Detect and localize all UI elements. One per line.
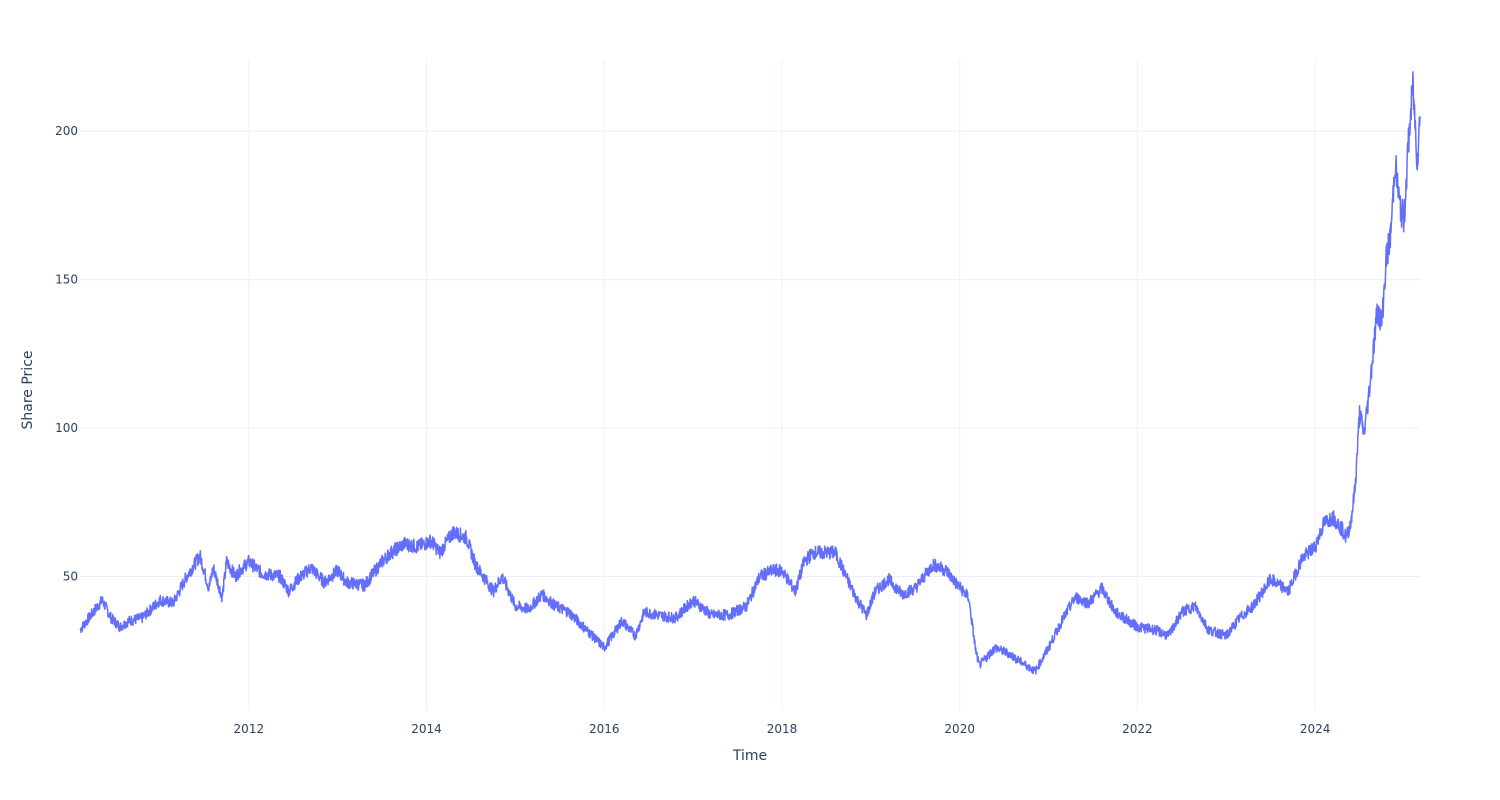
y-tick-label: 50 bbox=[63, 569, 78, 583]
y-tick-label: 100 bbox=[55, 421, 78, 435]
x-gridlines bbox=[248, 60, 1316, 710]
y-axis-title: Share Price bbox=[20, 350, 36, 429]
x-tick-label: 2012 bbox=[234, 722, 265, 736]
x-tick-label: 2018 bbox=[767, 722, 798, 736]
x-tick-label: 2014 bbox=[411, 722, 442, 736]
plot-area bbox=[79, 71, 1421, 675]
x-tick-label: 2022 bbox=[1122, 722, 1153, 736]
x-axis-title: Time bbox=[732, 748, 767, 764]
y-axis-ticks: 50 100 150 200 bbox=[55, 124, 78, 583]
x-tick-label: 2016 bbox=[589, 722, 620, 736]
x-tick-label: 2024 bbox=[1300, 722, 1331, 736]
y-tick-label: 150 bbox=[55, 273, 78, 287]
y-gridlines bbox=[80, 130, 1420, 577]
x-tick-label: 2020 bbox=[944, 722, 975, 736]
x-axis-ticks: 2012 2014 2016 2018 2020 2022 2024 bbox=[234, 722, 1331, 736]
price-series-line bbox=[79, 71, 1421, 675]
y-tick-label: 200 bbox=[55, 124, 78, 138]
